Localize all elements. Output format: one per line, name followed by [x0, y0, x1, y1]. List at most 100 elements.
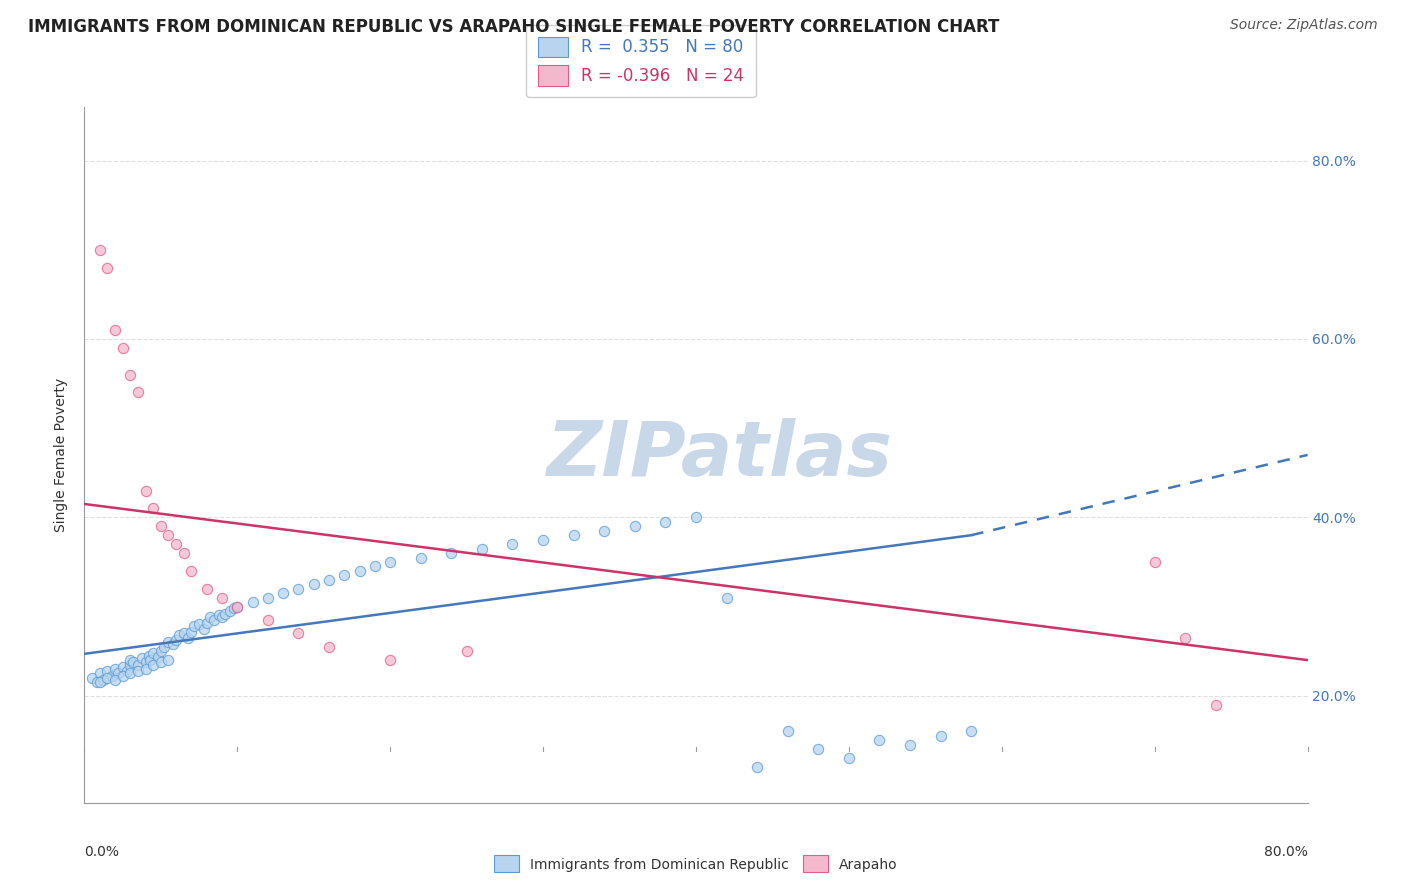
- Point: [89, 243, 111, 257]
- Point: [135, 662, 157, 676]
- Point: [624, 519, 647, 533]
- Point: [142, 657, 165, 672]
- Point: [120, 666, 142, 681]
- Point: [157, 653, 180, 667]
- Point: [89, 675, 111, 690]
- Point: [409, 550, 432, 565]
- Point: [195, 582, 218, 596]
- Point: [91, 673, 114, 687]
- Point: [898, 738, 921, 752]
- Point: [318, 573, 340, 587]
- Y-axis label: Single Female Poverty: Single Female Poverty: [55, 378, 69, 532]
- Point: [135, 483, 157, 498]
- Point: [96, 664, 118, 678]
- Point: [153, 640, 176, 654]
- Point: [139, 653, 162, 667]
- Point: [242, 595, 264, 609]
- Point: [120, 657, 142, 672]
- Point: [562, 528, 585, 542]
- Point: [115, 664, 138, 678]
- Point: [380, 555, 402, 569]
- Point: [80, 671, 103, 685]
- Point: [440, 546, 463, 560]
- Point: [218, 604, 240, 618]
- Point: [157, 528, 180, 542]
- Point: [146, 649, 169, 664]
- Point: [226, 599, 249, 614]
- Point: [193, 622, 215, 636]
- Point: [127, 664, 149, 678]
- Point: [257, 591, 280, 605]
- Point: [211, 610, 233, 624]
- Point: [211, 591, 233, 605]
- Point: [287, 582, 309, 596]
- Point: [214, 607, 236, 621]
- Point: [183, 619, 205, 633]
- Point: [107, 666, 129, 681]
- Point: [271, 586, 294, 600]
- Point: [364, 559, 387, 574]
- Point: [104, 662, 127, 676]
- Point: [111, 669, 134, 683]
- Point: [747, 760, 769, 774]
- Point: [456, 644, 478, 658]
- Point: [111, 660, 134, 674]
- Point: [127, 657, 149, 672]
- Point: [104, 323, 127, 337]
- Point: [654, 515, 676, 529]
- Point: [776, 724, 799, 739]
- Point: [208, 608, 231, 623]
- Point: [502, 537, 524, 551]
- Point: [165, 537, 187, 551]
- Point: [142, 646, 165, 660]
- Legend: Immigrants from Dominican Republic, Arapaho: Immigrants from Dominican Republic, Arap…: [488, 848, 904, 880]
- Point: [1174, 631, 1197, 645]
- Point: [167, 628, 190, 642]
- Point: [349, 564, 371, 578]
- Point: [149, 655, 172, 669]
- Point: [127, 385, 149, 400]
- Point: [149, 519, 172, 533]
- Text: IMMIGRANTS FROM DOMINICAN REPUBLIC VS ARAPAHO SINGLE FEMALE POVERTY CORRELATION : IMMIGRANTS FROM DOMINICAN REPUBLIC VS AR…: [28, 18, 1000, 36]
- Point: [195, 615, 218, 630]
- Point: [198, 610, 221, 624]
- Point: [86, 675, 108, 690]
- Point: [471, 541, 494, 556]
- Text: Source: ZipAtlas.com: Source: ZipAtlas.com: [1230, 18, 1378, 32]
- Point: [333, 568, 356, 582]
- Point: [138, 648, 160, 663]
- Point: [685, 510, 707, 524]
- Point: [302, 577, 325, 591]
- Point: [96, 260, 118, 275]
- Point: [716, 591, 738, 605]
- Point: [173, 626, 195, 640]
- Point: [257, 613, 280, 627]
- Point: [1143, 555, 1166, 569]
- Point: [380, 653, 402, 667]
- Point: [838, 751, 860, 765]
- Point: [1205, 698, 1227, 712]
- Point: [122, 655, 145, 669]
- Point: [960, 724, 983, 739]
- Point: [226, 599, 249, 614]
- Point: [89, 666, 111, 681]
- Point: [929, 729, 952, 743]
- Point: [157, 635, 180, 649]
- Point: [202, 613, 225, 627]
- Point: [162, 637, 184, 651]
- Point: [120, 368, 142, 382]
- Point: [96, 671, 118, 685]
- Point: [173, 546, 195, 560]
- Point: [142, 501, 165, 516]
- Point: [593, 524, 616, 538]
- Point: [180, 624, 202, 639]
- Point: [111, 341, 134, 355]
- Text: 80.0%: 80.0%: [1264, 845, 1308, 858]
- Text: 0.0%: 0.0%: [84, 845, 120, 858]
- Point: [531, 533, 554, 547]
- Point: [104, 673, 127, 687]
- Text: ZIPatlas: ZIPatlas: [547, 418, 893, 491]
- Point: [807, 742, 830, 756]
- Point: [135, 655, 157, 669]
- Point: [869, 733, 891, 747]
